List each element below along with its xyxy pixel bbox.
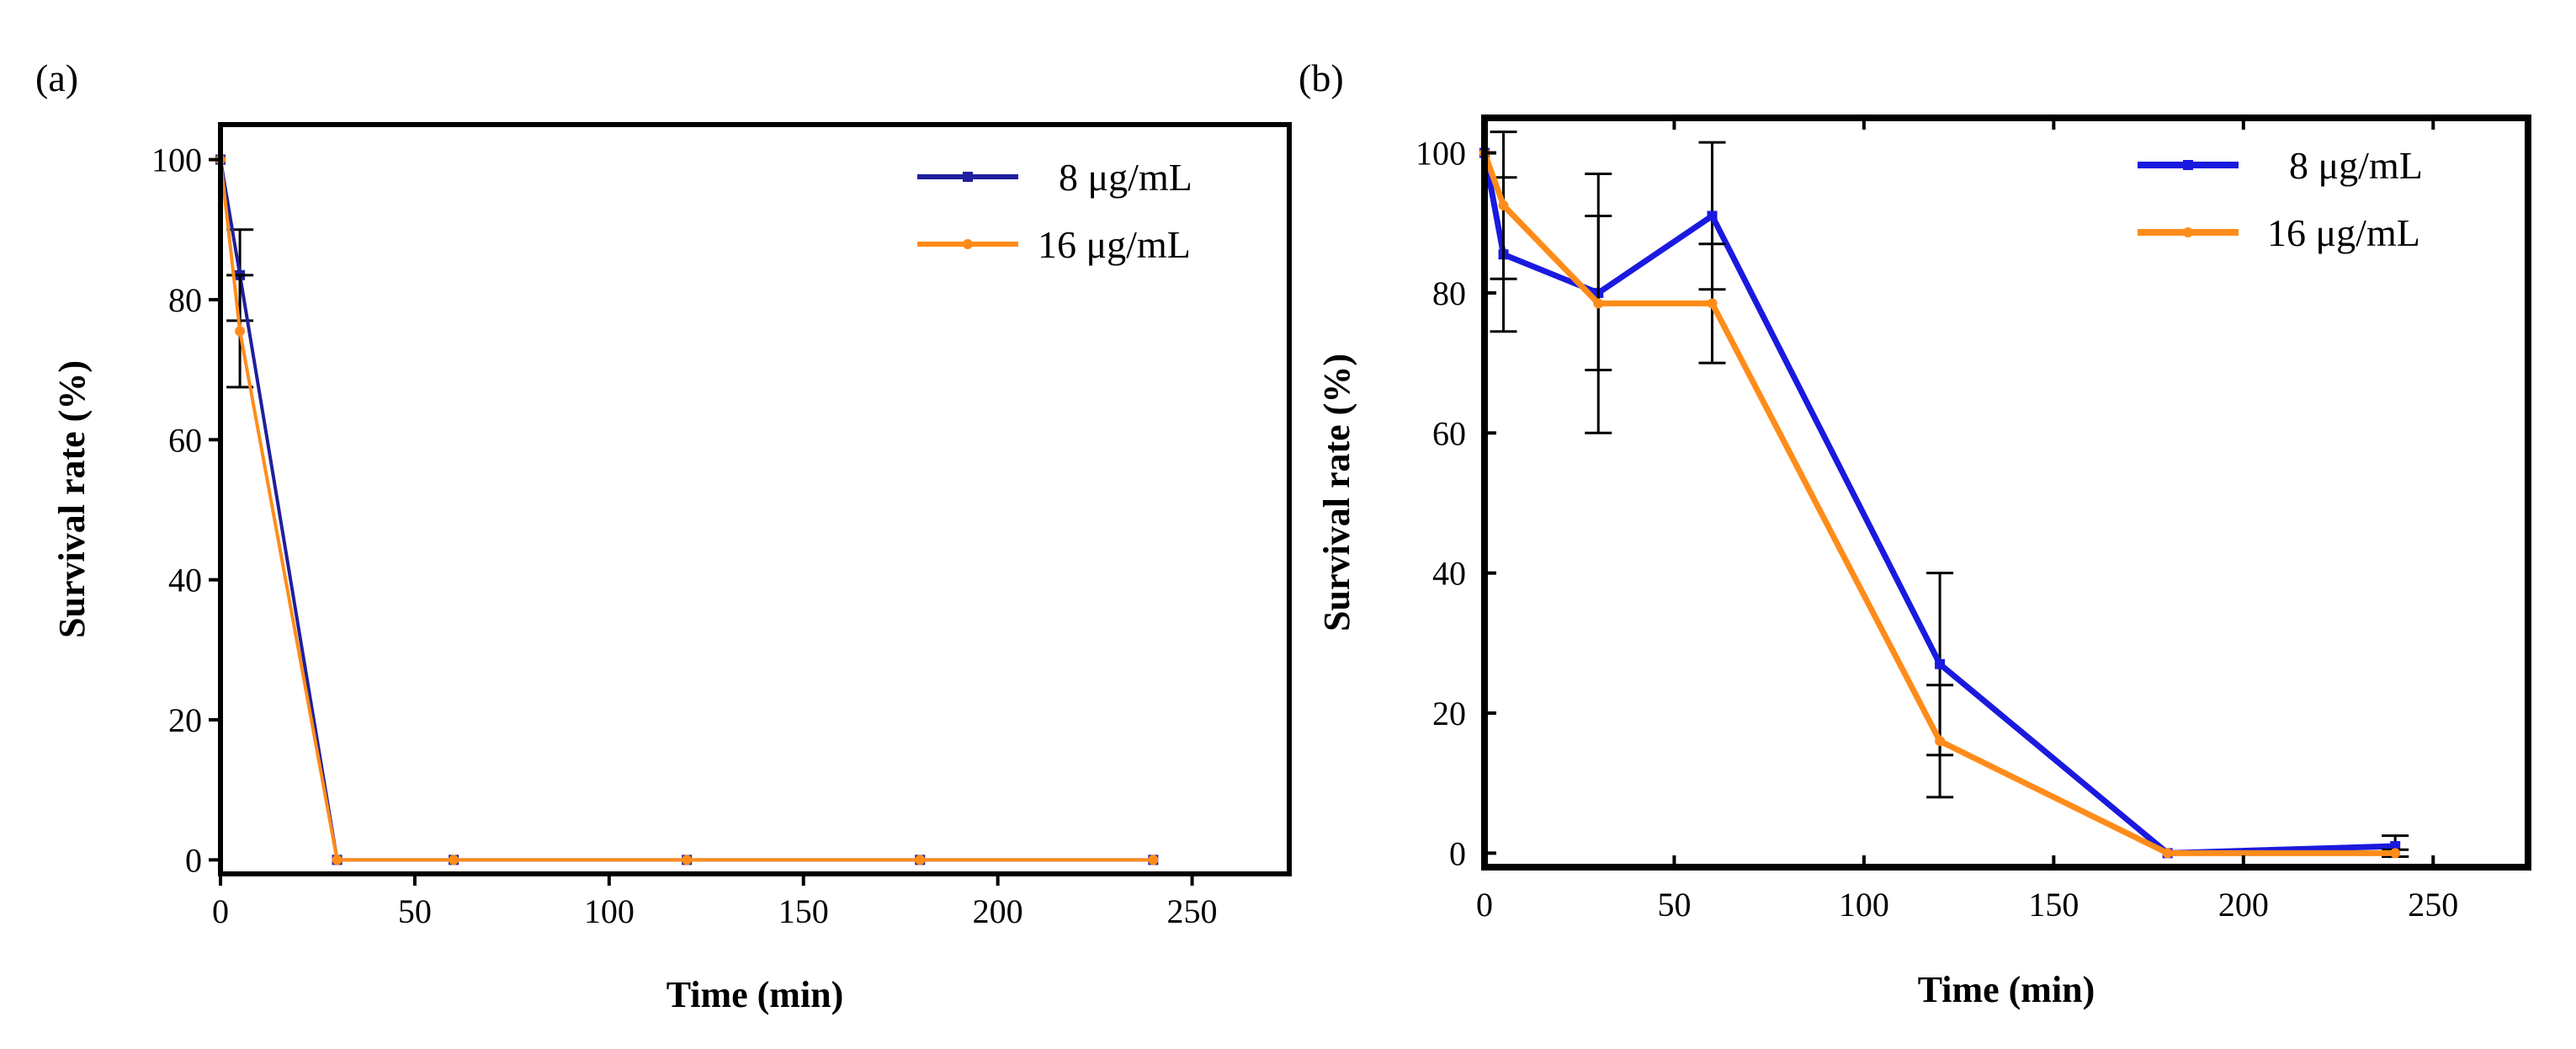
panel-b-label: (b) <box>1299 56 1344 99</box>
panel-a-series-16-point-5 <box>235 326 246 337</box>
panel-a-series-16-point-120 <box>682 855 693 865</box>
panel-a-y-tick-label-80: 80 <box>168 281 202 319</box>
panel-b-x-tick-label-150: 150 <box>2028 886 2079 924</box>
panel-a-legend-marker-16 <box>963 239 973 249</box>
panel-a-legend-label-8: 8 μg/mL <box>1059 156 1192 199</box>
panel-a-series-16-point-30 <box>332 855 343 865</box>
panel-b-frame <box>1481 114 2531 871</box>
panel-b-legend-label-16: 16 μg/mL <box>2267 211 2420 254</box>
panel-a-y-axis-title: Survival rate (%) <box>51 360 93 638</box>
panel-b-series-16-point-30 <box>1593 298 1604 309</box>
panel-a-x-tick-label-200: 200 <box>973 892 1023 930</box>
panel-b-series-16-point-180 <box>2162 848 2173 859</box>
panel-b-x-axis-title: Time (min) <box>1918 969 2095 1010</box>
panel-b-x-tick-label-100: 100 <box>1839 886 1889 924</box>
panel-b-y-tick-label-80: 80 <box>1432 274 1466 312</box>
panel-b-series-8-point-60 <box>1707 210 1718 221</box>
panel-b-series-16-point-5 <box>1498 200 1509 210</box>
panel-a-legend-label-16: 16 μg/mL <box>1038 223 1191 266</box>
panel-a: (a) 0 50 100 150 200 250 0 20 40 60 80 100 Time (mi… <box>35 56 1292 1015</box>
panel-b-y-tick-label-20: 20 <box>1432 695 1466 732</box>
panel-b-legend: 8 μg/mL 16 μg/mL <box>2138 144 2423 254</box>
panel-a-series-16-point-180 <box>915 855 926 865</box>
panel-a-x-tick-label-150: 150 <box>778 892 829 930</box>
panel-b-series-16-point-240 <box>2390 848 2401 859</box>
panel-a-x-tick-label-250: 250 <box>1167 892 1218 930</box>
panel-a-legend-marker-8 <box>963 172 973 182</box>
panel-b-legend-label-8: 8 μg/mL <box>2289 144 2423 187</box>
panel-b-series-8-point-120 <box>1935 658 1946 669</box>
panel-a-y-tick-label-100: 100 <box>151 141 202 179</box>
panel-a-series-16-line <box>219 159 1154 862</box>
panel-a-y-tick-label-20: 20 <box>168 701 202 739</box>
panel-a-x-axis-title: Time (min) <box>667 974 844 1015</box>
panel-b-y-tick-label-60: 60 <box>1432 414 1466 452</box>
panel-a-frame <box>218 122 1292 876</box>
panel-b-y-tick-label-100: 100 <box>1415 135 1466 173</box>
panel-a-y-tick-label-0: 0 <box>185 841 202 879</box>
panel-a-y-tick-label-60: 60 <box>168 421 202 459</box>
panel-a-y-tick-label-40: 40 <box>168 562 202 599</box>
panel-b-x-tick-label-0: 0 <box>1476 886 1493 924</box>
panel-b-series-16-point-120 <box>1935 736 1946 747</box>
panel-a-series-16-point-60 <box>449 855 459 865</box>
panel-a-series-16-point-240 <box>1148 855 1159 865</box>
panel-b-y-tick-label-40: 40 <box>1432 555 1466 593</box>
panel-a-x-tick-label-100: 100 <box>584 892 635 930</box>
panel-b-legend-marker-8 <box>2183 160 2193 170</box>
panel-b: (b) 0 50 100 150 200 250 0 20 40 60 80 100 Time (mi… <box>1299 56 2531 1010</box>
panel-b-x-tick-label-200: 200 <box>2218 886 2269 924</box>
panel-a-series-8-line <box>219 159 1154 862</box>
panel-a-x-tick-label-0: 0 <box>212 892 229 930</box>
panel-a-x-tick-label-50: 50 <box>398 892 432 930</box>
panel-a-legend: 8 μg/mL 16 μg/mL <box>917 156 1192 266</box>
panel-a-label: (a) <box>35 56 78 99</box>
panel-b-y-tick-label-0: 0 <box>1449 834 1466 872</box>
panel-b-x-tick-label-250: 250 <box>2408 886 2458 924</box>
panel-b-series-16-point-60 <box>1707 298 1718 309</box>
panel-b-x-tick-label-50: 50 <box>1657 886 1691 924</box>
panel-b-y-axis-title: Survival rate (%) <box>1316 354 1357 631</box>
panel-b-legend-marker-16 <box>2183 227 2193 237</box>
